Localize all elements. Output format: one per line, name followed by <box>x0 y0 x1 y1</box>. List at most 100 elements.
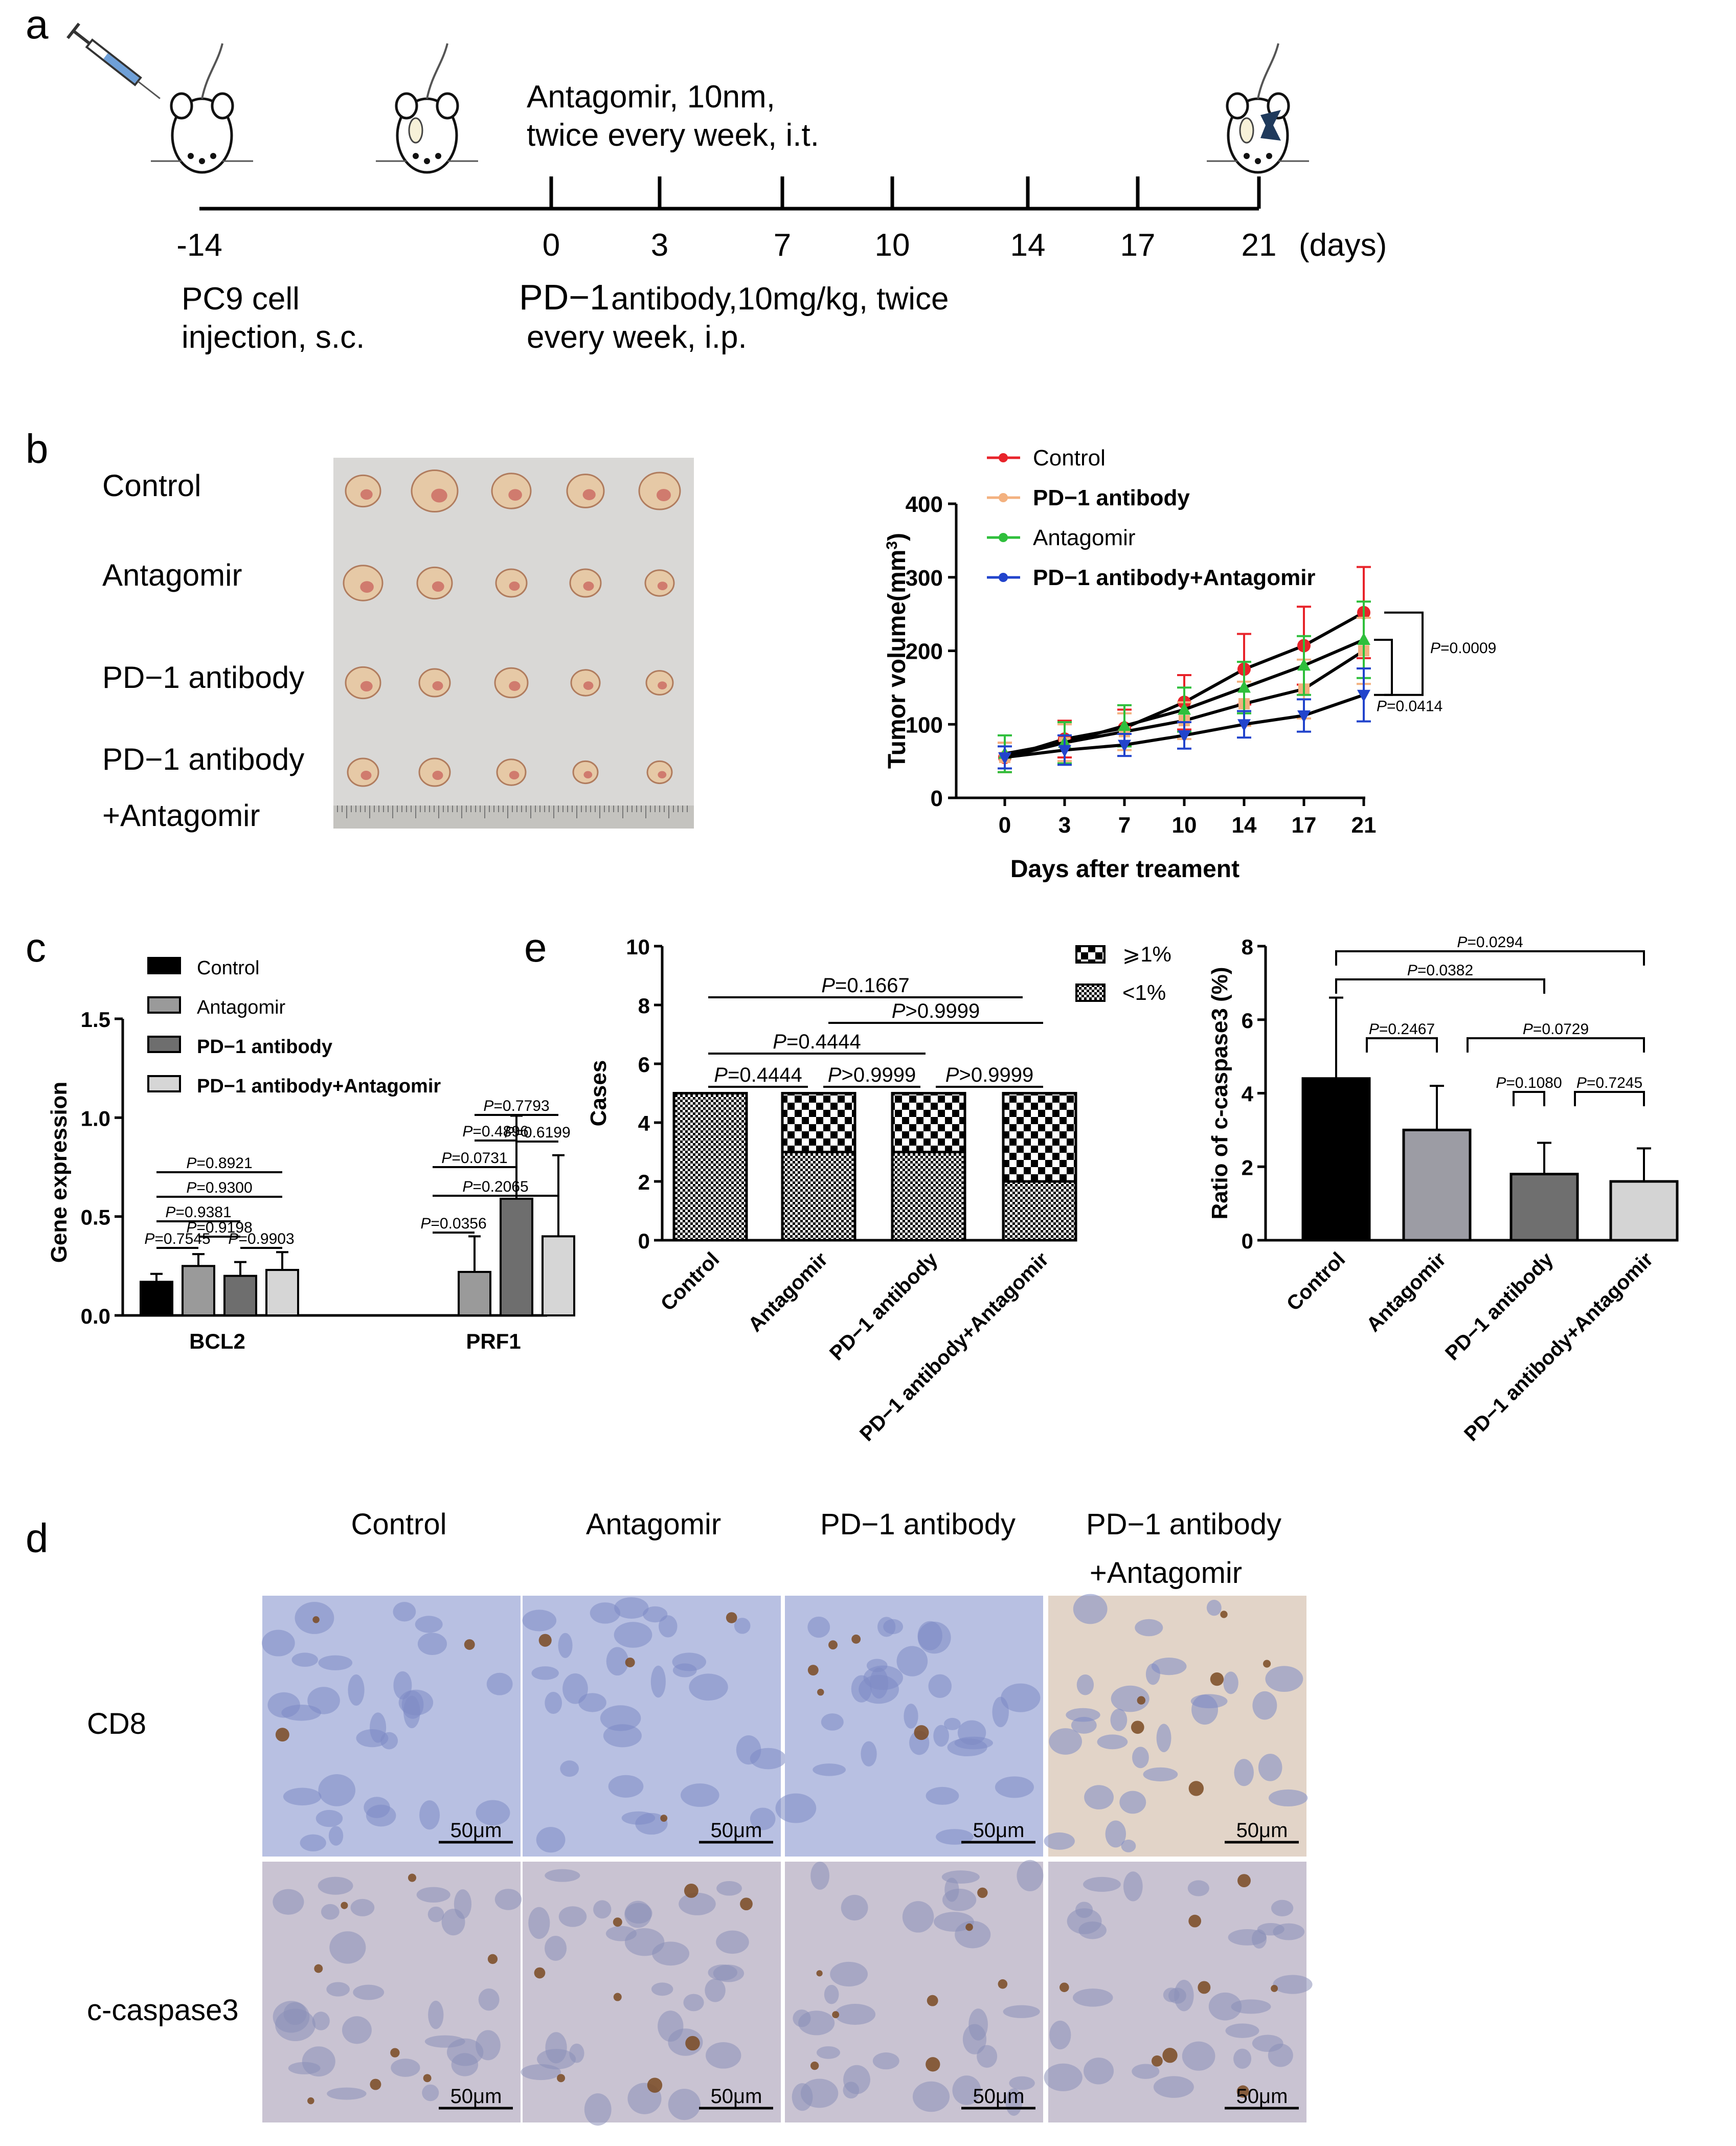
y-tick-label: 8 <box>1242 935 1253 959</box>
legend-swatch <box>147 996 181 1014</box>
bar <box>140 1281 173 1316</box>
category-label: PRF1 <box>466 1329 521 1353</box>
significance-bracket <box>1335 950 1645 966</box>
data-point <box>1058 745 1071 757</box>
legend-label: ⩾1% <box>1122 942 1171 966</box>
histology-col-combo-2: +Antagomir <box>1090 1556 1242 1590</box>
panel-letter-c: c <box>26 925 46 970</box>
bar <box>182 1265 215 1316</box>
p-value-label: P=0.0356 <box>420 1215 486 1232</box>
bar-below-1pct <box>891 1151 966 1242</box>
timeline-top-text-2: twice every week, i.t. <box>527 118 819 153</box>
photo-label-antagomir: Antagomir <box>102 558 242 592</box>
significance-bracket <box>1467 1037 1645 1053</box>
timeline-top-text-1: Antagomir, 10nm, <box>527 79 775 115</box>
y-tick-label: 0 <box>638 1229 650 1253</box>
y-axis-label: Gene expression <box>47 1082 72 1263</box>
p-value-label: P=0.4444 <box>714 1064 802 1086</box>
x-axis-label: Days after treament <box>1010 856 1239 883</box>
tumor-photo <box>333 458 694 829</box>
y-tick-label: 400 <box>906 492 943 517</box>
bar <box>1509 1173 1579 1242</box>
category-label: BCL2 <box>189 1329 245 1353</box>
data-point <box>1297 658 1311 671</box>
significance-bracket <box>1574 1091 1645 1106</box>
bar <box>265 1269 299 1316</box>
timeline-bottom-right-1a: PD−1 <box>519 277 610 317</box>
histology-row-cd8: CD8 <box>87 1707 146 1740</box>
significance-bracket <box>1335 978 1545 994</box>
significance-bracket <box>1513 1091 1545 1106</box>
legend-swatch <box>147 1036 181 1053</box>
y-axis-label: Tumor volume(mm3) <box>884 533 911 769</box>
timeline-day-label: 14 <box>1010 228 1046 263</box>
y-tick-label: 8 <box>638 994 650 1018</box>
p-value-label: P=0.9198 <box>186 1219 252 1236</box>
legend-label: Antagomir <box>197 997 286 1018</box>
mouse-icon-start <box>151 43 253 174</box>
mouse-icon-end <box>1207 43 1309 174</box>
significance-bracket <box>1384 611 1424 696</box>
x-tick-label: 21 <box>1351 813 1377 838</box>
panel-a-timeline: Antagomir, 10nm, twice every week, i.t. … <box>66 23 1387 355</box>
y-tick-label: 2 <box>638 1170 650 1194</box>
data-point <box>1237 719 1251 732</box>
category-label: Control <box>1282 1248 1350 1315</box>
scale-bar-label: 50μm <box>1236 1819 1288 1842</box>
x-tick-label: 10 <box>1172 813 1197 838</box>
p-value-label: P=0.7545 <box>144 1231 210 1247</box>
data-point <box>998 752 1011 765</box>
data-point <box>1178 702 1191 715</box>
legend-swatch <box>1075 945 1106 964</box>
legend-label: PD−1 antibody+Antagomir <box>1033 565 1316 590</box>
p-value-label: P=0.0414 <box>1377 698 1442 714</box>
p-value-label: P>0.9999 <box>828 1064 916 1086</box>
y-axis-label: Cases <box>586 1060 611 1127</box>
timeline-bottom-right-2: every week, i.p. <box>527 320 747 355</box>
y-tick-label: 6 <box>638 1053 650 1077</box>
bar <box>542 1235 575 1316</box>
bar-above-1pct <box>891 1092 966 1153</box>
p-value-label: P=0.0382 <box>1407 962 1473 979</box>
p-value-label: P=0.2065 <box>462 1178 528 1195</box>
legend-swatch <box>1075 983 1106 1002</box>
histology-col-control: Control <box>351 1508 447 1541</box>
y-tick-label: 1.5 <box>81 1008 110 1032</box>
data-point <box>1357 689 1370 702</box>
legend-swatch <box>147 957 181 974</box>
timeline-day-label: 3 <box>651 228 668 263</box>
p-value-label: P=0.0009 <box>1430 640 1496 657</box>
y-tick-label: 0 <box>1242 1229 1253 1253</box>
p-value-label: P=0.9381 <box>165 1204 231 1221</box>
y-tick-label: 300 <box>906 566 943 591</box>
p-value-label: P=0.8921 <box>186 1155 252 1172</box>
panel-letter-b: b <box>26 426 49 472</box>
y-tick-label: 100 <box>906 712 943 737</box>
timeline-day-label: 7 <box>774 228 791 263</box>
timeline-bottom-left-1: PC9 cell <box>182 281 300 317</box>
data-point <box>1118 719 1131 731</box>
timeline-day-label: 10 <box>875 228 910 263</box>
histology-tile <box>262 1862 521 2122</box>
legend-label: PD−1 antibody+Antagomir <box>197 1076 441 1097</box>
y-tick-label: 0 <box>931 786 943 811</box>
data-point <box>1237 680 1251 693</box>
bar-below-1pct <box>1002 1180 1077 1242</box>
p-value-label: P=0.1667 <box>821 974 909 997</box>
photo-label-combo-2: +Antagomir <box>102 798 260 833</box>
y-axis-label: Ratio of c-caspase3 (%) <box>1207 967 1232 1220</box>
bar-above-1pct <box>1002 1092 1077 1183</box>
panel-b-photo-labels: Control Antagomir PD−1 antibody PD−1 ant… <box>102 468 304 833</box>
photo-label-control: Control <box>102 468 201 503</box>
y-tick-label: 0.5 <box>81 1205 110 1230</box>
legend-swatch <box>147 1075 181 1092</box>
p-value-label: P=0.2467 <box>1369 1021 1435 1038</box>
y-tick-label: 200 <box>906 639 943 664</box>
c-caspase3-ratio-chart: 0 2 4 6 8 Ratio of c-caspase3 (%) Control Antag… <box>1207 934 1679 1446</box>
legend-marker <box>999 453 1008 462</box>
x-tick-label: 14 <box>1232 813 1257 838</box>
panel-letter-a: a <box>26 2 49 47</box>
scale-bar-label: 50μm <box>1236 2085 1288 2108</box>
bar <box>500 1197 533 1317</box>
